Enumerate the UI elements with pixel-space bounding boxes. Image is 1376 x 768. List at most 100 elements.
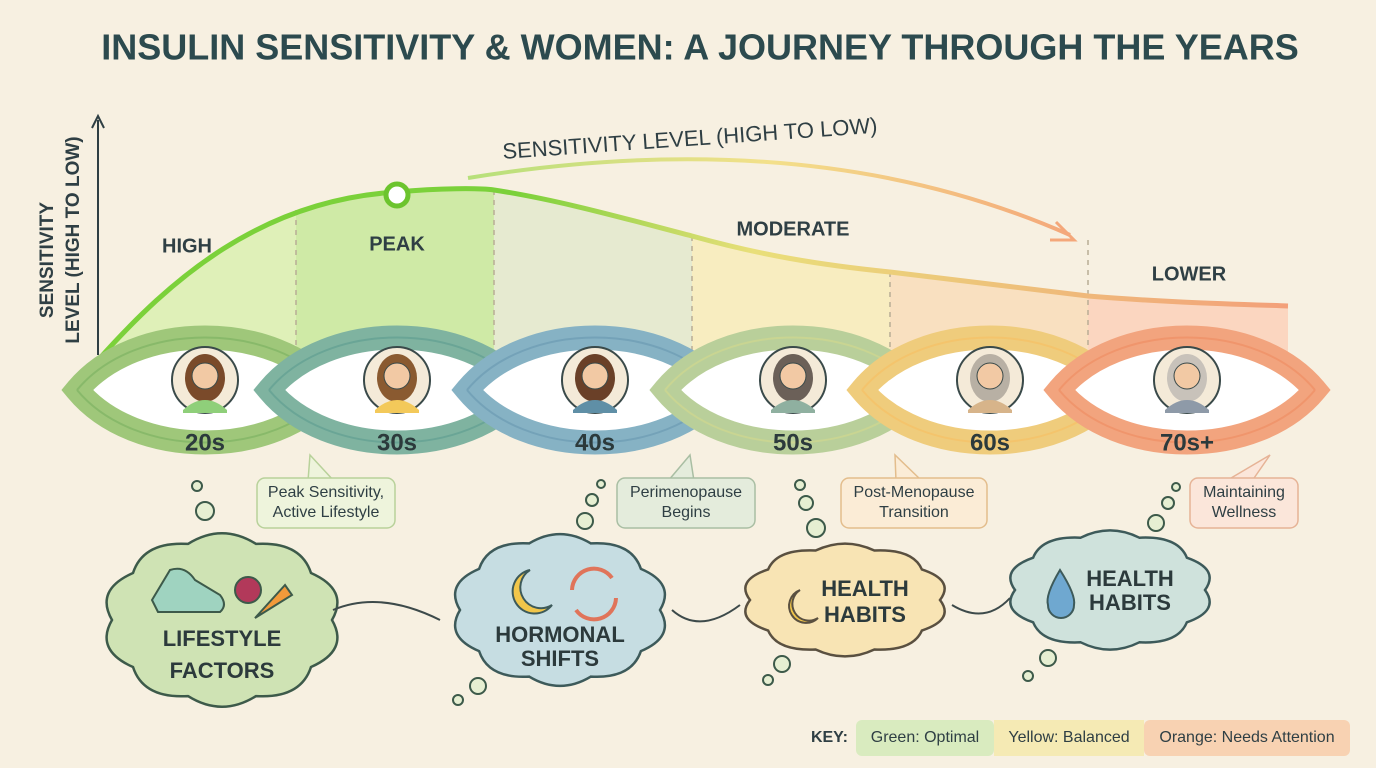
avatar-face [976, 362, 1004, 390]
decade-label: 70s+ [1160, 429, 1214, 456]
callout-text: Wellness [1212, 504, 1277, 521]
cloud-text: LIFESTYLE [163, 626, 282, 651]
shoe-icon [150, 567, 225, 613]
avatar-face [191, 362, 219, 390]
thought-bubble [452, 694, 464, 706]
callout-cover [894, 479, 924, 484]
cloud-text: SHIFTS [521, 646, 599, 671]
avatar-face [581, 362, 609, 390]
thought-bubble [1039, 649, 1057, 667]
braid: 20s 30s 40s 50s 60s 70s+ [61, 325, 1331, 456]
key-swatch [994, 720, 1144, 756]
cloud [744, 542, 946, 658]
decade-label: 40s [575, 429, 615, 456]
callout-box [1189, 477, 1299, 529]
beet-icon [234, 576, 262, 604]
callout-text: Maintaining [1203, 484, 1285, 501]
cloud-text: FACTORS [170, 658, 275, 683]
arrow-head [1050, 220, 1078, 242]
callout-tail [667, 453, 695, 482]
callout-cover [666, 479, 696, 484]
callout-text: Transition [879, 504, 949, 521]
decade-label: 30s [377, 429, 417, 456]
avatar-body [968, 400, 1012, 413]
cloud [105, 532, 339, 708]
callout-box [616, 477, 756, 529]
cycle-icon [570, 566, 618, 622]
cloud-text: HABITS [1089, 590, 1171, 615]
key: KEY: Green: Optimal Yellow: Balanced Ora… [811, 720, 1350, 756]
callout-tail [1225, 454, 1271, 482]
level-label: HIGH [162, 235, 212, 257]
avatar-body [771, 400, 815, 413]
y-axis-label: SENSITIVITY [37, 202, 58, 318]
callout-text: Post-Menopause [854, 484, 975, 501]
thought-bubble [469, 677, 487, 695]
thought-bubble [773, 655, 791, 673]
ribbon-edge [1058, 336, 1316, 391]
decade-label: 60s [970, 429, 1010, 456]
callout-cover [1224, 479, 1254, 484]
connector [671, 604, 741, 623]
thought-bubble [576, 512, 594, 530]
key-item: Orange: Needs Attention [1159, 729, 1334, 746]
cloud [454, 532, 666, 688]
moon-icon [511, 569, 553, 615]
y-axis-label: LEVEL (HIGH TO LOW) [63, 136, 84, 343]
peak-marker [383, 181, 411, 209]
key-swatch [1144, 720, 1350, 756]
thought-bubble [1147, 514, 1165, 532]
callouts: Peak Sensitivity, Active Lifestyle Perimen… [256, 453, 1299, 529]
callout-tail [894, 453, 923, 482]
thought-bubble [1022, 670, 1034, 682]
key-item: Green: Optimal [871, 729, 979, 746]
avatar-body [1165, 400, 1209, 413]
clouds: LIFESTYLEFACTORSHORMONALSHIFTSHEALTHHABI… [105, 479, 1211, 708]
key-swatch [856, 720, 994, 756]
thought-bubble [762, 674, 774, 686]
thought-bubble [1171, 482, 1181, 492]
thought-bubble [195, 501, 215, 521]
thought-bubble [585, 493, 599, 507]
thought-bubble [798, 495, 814, 511]
thought-bubble [191, 480, 203, 492]
carrot-icon [254, 583, 294, 619]
callout-cover [306, 479, 336, 484]
curve-label: SENSITIVITY LEVEL (HIGH TO LOW) [502, 113, 879, 164]
callout-tail [307, 453, 335, 482]
decade-label: 50s [773, 429, 813, 456]
thought-bubble [596, 479, 606, 489]
decade-label: 20s [185, 429, 225, 456]
connector [951, 597, 1011, 615]
level-label: MODERATE [737, 218, 850, 240]
avatar-face [1173, 362, 1201, 390]
callout-text: Perimenopause [630, 484, 742, 501]
ribbon-edge [1058, 389, 1316, 444]
cloud [1009, 529, 1211, 651]
level-label: PEAK [369, 233, 425, 255]
avatar-face [779, 362, 807, 390]
sensitivity-area [100, 188, 1288, 360]
title: INSULIN SENSITIVITY & WOMEN: A JOURNEY T… [101, 27, 1298, 68]
thought-bubble [806, 518, 826, 538]
key-item: Yellow: Balanced [1008, 729, 1129, 746]
callout-text: Active Lifestyle [273, 504, 380, 521]
callout-text: Peak Sensitivity, [268, 484, 384, 501]
avatar-face [383, 362, 411, 390]
y-axis-arrow [91, 113, 105, 129]
key-label: KEY: [811, 729, 848, 746]
callout-box [840, 477, 988, 529]
connector [332, 601, 441, 621]
callout-box [256, 477, 396, 529]
level-label: LOWER [1152, 263, 1227, 285]
drop-icon [1046, 568, 1076, 619]
trend-arrow [467, 157, 1071, 237]
thought-bubble [1161, 496, 1175, 510]
avatar-body [573, 400, 617, 413]
cloud-text: HEALTH [821, 576, 909, 601]
avatar-body [375, 400, 419, 413]
sensitivity-curve [98, 186, 1289, 360]
moon-icon [788, 589, 819, 624]
thought-bubble [794, 479, 806, 491]
